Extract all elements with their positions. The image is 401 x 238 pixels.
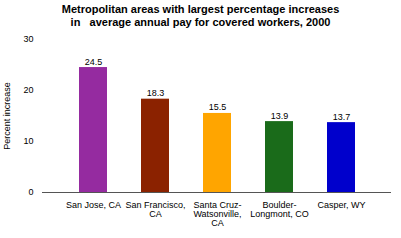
svg-text:24.5: 24.5: [85, 57, 103, 67]
svg-text:San Jose, CA: San Jose, CA: [66, 200, 121, 210]
svg-text:Santa Cruz-Watsonville,CA: Santa Cruz-Watsonville,CA: [193, 200, 241, 228]
svg-text:10: 10: [23, 136, 33, 146]
svg-text:15.5: 15.5: [209, 102, 227, 112]
svg-text:20: 20: [23, 85, 33, 95]
html-text:Metropolitan areas with larges: Metropolitan areas with largest percenta…: [61, 3, 340, 28]
svg-text:18.3: 18.3: [147, 88, 165, 98]
svg-text:Percent increase: Percent increase: [2, 82, 12, 150]
svg-text:30: 30: [23, 34, 33, 44]
svg-text:13.9: 13.9: [271, 111, 289, 121]
svg-text:San Francisco,CA: San Francisco,CA: [125, 200, 185, 219]
svg-text:Casper, WY: Casper, WY: [317, 200, 365, 210]
svg-text:0: 0: [28, 187, 33, 197]
svg-text:13.7: 13.7: [333, 112, 351, 122]
svg-text:Boulder-Longmont, CO: Boulder-Longmont, CO: [250, 200, 309, 219]
